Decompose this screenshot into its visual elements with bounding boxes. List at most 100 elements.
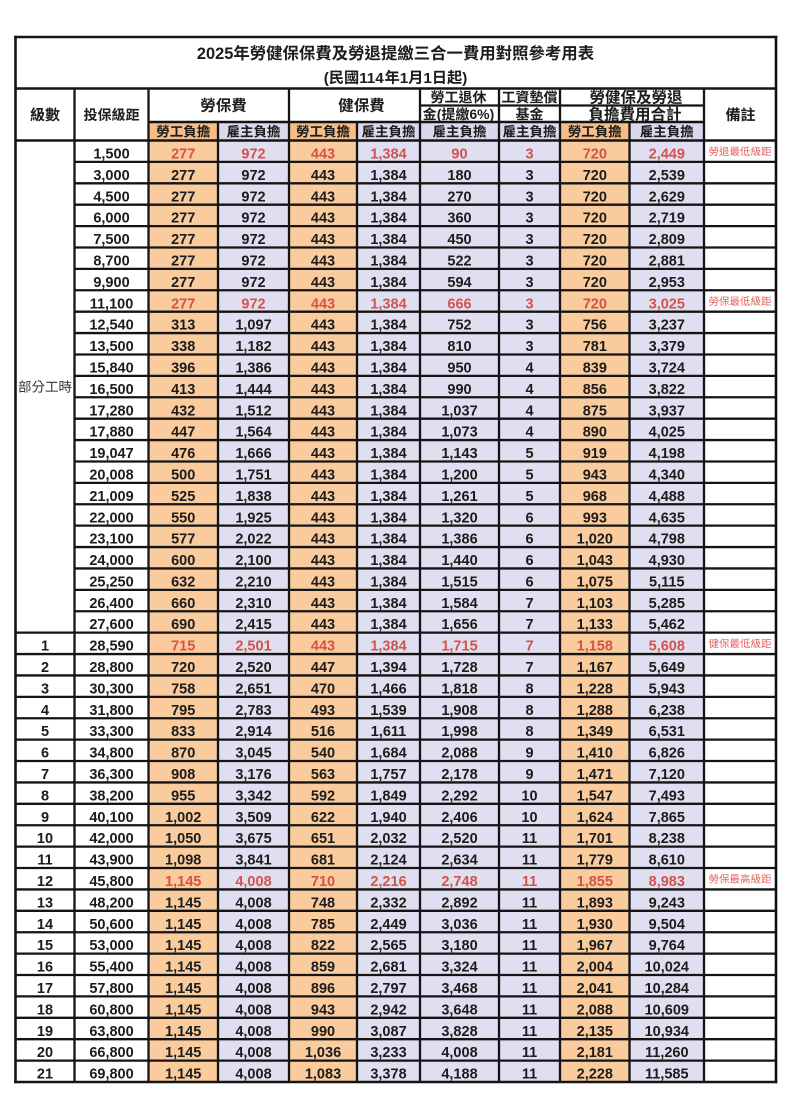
svg-text:12,540: 12,540 (89, 318, 133, 334)
svg-text:1,145: 1,145 (165, 917, 201, 933)
svg-text:1,073: 1,073 (441, 425, 477, 441)
svg-text:1,666: 1,666 (235, 446, 271, 462)
svg-text:11: 11 (522, 853, 537, 869)
svg-text:4,488: 4,488 (649, 489, 685, 505)
svg-text:11: 11 (522, 938, 537, 954)
svg-text:1,384: 1,384 (370, 617, 406, 633)
svg-text:11: 11 (522, 831, 537, 847)
svg-text:9,900: 9,900 (93, 275, 129, 291)
svg-text:5: 5 (41, 724, 49, 740)
svg-text:1,145: 1,145 (165, 895, 201, 911)
svg-text:180: 180 (447, 168, 471, 184)
svg-text:1,967: 1,967 (577, 938, 613, 954)
svg-text:720: 720 (171, 660, 195, 676)
svg-text:1,444: 1,444 (235, 382, 271, 398)
svg-text:1,818: 1,818 (441, 681, 477, 697)
svg-text:1,384: 1,384 (370, 403, 406, 419)
svg-text:11,585: 11,585 (645, 1067, 689, 1083)
svg-text:1,384: 1,384 (370, 168, 406, 184)
svg-text:69,800: 69,800 (89, 1067, 133, 1083)
svg-text:1,145: 1,145 (165, 1024, 201, 1040)
svg-text:3: 3 (525, 296, 533, 312)
svg-text:443: 443 (311, 617, 335, 633)
svg-text:5,115: 5,115 (649, 575, 685, 591)
svg-text:443: 443 (311, 189, 335, 205)
svg-text:9: 9 (525, 746, 533, 762)
svg-text:2,088: 2,088 (577, 1002, 613, 1018)
svg-text:1,715: 1,715 (441, 639, 477, 655)
svg-text:1,261: 1,261 (441, 489, 477, 505)
svg-text:2,681: 2,681 (370, 960, 406, 976)
svg-text:470: 470 (311, 681, 335, 697)
svg-text:3,822: 3,822 (649, 382, 685, 398)
svg-text:43,900: 43,900 (89, 853, 133, 869)
svg-text:972: 972 (241, 168, 265, 184)
svg-text:11: 11 (522, 874, 537, 890)
svg-text:1,751: 1,751 (235, 468, 271, 484)
svg-text:896: 896 (311, 981, 335, 997)
svg-text:550: 550 (171, 510, 195, 526)
svg-text:1,384: 1,384 (370, 446, 406, 462)
svg-text:42,000: 42,000 (89, 831, 133, 847)
svg-text:4,008: 4,008 (235, 1045, 271, 1061)
svg-text:11: 11 (522, 981, 537, 997)
svg-text:45,800: 45,800 (89, 874, 133, 890)
svg-text:3,176: 3,176 (235, 767, 271, 783)
svg-text:993: 993 (583, 510, 607, 526)
svg-text:756: 756 (583, 318, 607, 334)
svg-text:1,466: 1,466 (370, 681, 406, 697)
svg-text:822: 822 (311, 938, 335, 954)
svg-text:19,047: 19,047 (89, 446, 133, 462)
svg-text:443: 443 (311, 382, 335, 398)
svg-text:839: 839 (583, 361, 607, 377)
svg-text:1,384: 1,384 (370, 468, 406, 484)
svg-text:443: 443 (311, 553, 335, 569)
svg-text:3,342: 3,342 (235, 788, 271, 804)
svg-text:443: 443 (311, 318, 335, 334)
svg-text:943: 943 (311, 1002, 335, 1018)
svg-text:2,748: 2,748 (441, 874, 477, 890)
svg-text:2,520: 2,520 (235, 660, 271, 676)
svg-text:1,098: 1,098 (165, 853, 201, 869)
svg-text:18: 18 (37, 1002, 53, 1018)
svg-text:651: 651 (311, 831, 335, 847)
svg-text:9: 9 (525, 767, 533, 783)
svg-text:2025: 2025 (197, 45, 233, 63)
svg-text:681: 681 (311, 853, 335, 869)
svg-text:1,167: 1,167 (577, 660, 613, 676)
svg-text:1,656: 1,656 (441, 617, 477, 633)
svg-text:3,468: 3,468 (441, 981, 477, 997)
svg-text:690: 690 (171, 617, 195, 633)
svg-text:8: 8 (41, 788, 49, 804)
svg-text:2,032: 2,032 (370, 831, 406, 847)
svg-text:2,953: 2,953 (649, 275, 685, 291)
svg-text:1,925: 1,925 (235, 510, 271, 526)
svg-text:11,100: 11,100 (90, 296, 134, 312)
svg-text:3: 3 (525, 254, 533, 270)
svg-text:1,228: 1,228 (577, 681, 613, 697)
svg-text:4: 4 (525, 382, 533, 398)
svg-text:2,539: 2,539 (649, 168, 685, 184)
svg-text:2,629: 2,629 (649, 189, 685, 205)
svg-text:6,531: 6,531 (649, 724, 685, 740)
svg-text:1,908: 1,908 (441, 703, 477, 719)
svg-text:577: 577 (171, 532, 195, 548)
svg-text:632: 632 (171, 575, 195, 591)
svg-text:4,500: 4,500 (93, 189, 129, 205)
svg-text:10,284: 10,284 (645, 981, 689, 997)
svg-text:2,565: 2,565 (370, 938, 406, 954)
svg-text:2,651: 2,651 (235, 681, 271, 697)
svg-text:30,300: 30,300 (89, 681, 133, 697)
svg-text:810: 810 (447, 339, 471, 355)
svg-text:3,675: 3,675 (235, 831, 271, 847)
svg-text:1,384: 1,384 (370, 553, 406, 569)
svg-text:720: 720 (583, 147, 607, 163)
svg-text:66,800: 66,800 (89, 1045, 133, 1061)
svg-text:443: 443 (311, 275, 335, 291)
svg-text:277: 277 (171, 168, 195, 184)
svg-text:1,684: 1,684 (370, 746, 406, 762)
svg-text:795: 795 (171, 703, 195, 719)
svg-text:1,386: 1,386 (235, 361, 271, 377)
svg-text:4: 4 (525, 361, 533, 377)
svg-text:6: 6 (41, 746, 49, 762)
